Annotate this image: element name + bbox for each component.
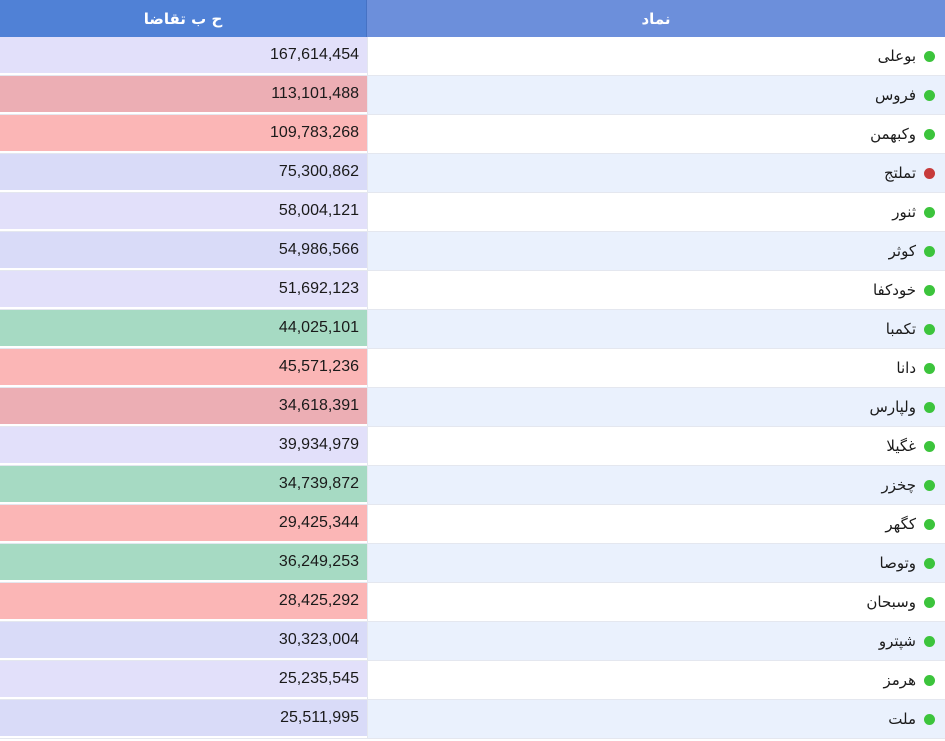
symbol-label: خودکفا bbox=[872, 281, 916, 299]
table-row[interactable]: تملتج 75,300,862 bbox=[0, 154, 945, 193]
demand-value-cell: 28,425,292 bbox=[0, 583, 367, 621]
demand-value-cell: 54,986,566 bbox=[0, 232, 367, 270]
demand-value-cell: 167,614,454 bbox=[0, 37, 367, 75]
symbol-cell[interactable]: چخزر bbox=[367, 466, 945, 504]
symbol-label: تکمبا bbox=[885, 320, 916, 338]
table-row[interactable]: شپترو 30,323,004 bbox=[0, 622, 945, 661]
table-row[interactable]: ولپارس 34,618,391 bbox=[0, 388, 945, 427]
symbol-cell[interactable]: دانا bbox=[367, 349, 945, 387]
symbol-cell[interactable]: شپترو bbox=[367, 622, 945, 660]
symbol-label: وسبحان bbox=[866, 593, 916, 611]
symbol-cell[interactable]: تکمبا bbox=[367, 310, 945, 348]
column-header-demand-volume[interactable]: ح ب تقاضا bbox=[0, 0, 367, 37]
symbol-label: شپترو bbox=[878, 632, 916, 650]
symbol-label: وکبهمن bbox=[870, 125, 916, 143]
demand-value-cell: 34,618,391 bbox=[0, 388, 367, 426]
symbol-label: تملتج bbox=[883, 164, 916, 182]
green-status-dot-icon bbox=[924, 50, 935, 62]
green-status-dot-icon bbox=[924, 713, 935, 725]
symbol-label: وتوصا bbox=[879, 554, 916, 572]
demand-value-cell: 30,323,004 bbox=[0, 622, 367, 660]
demand-value-cell: 58,004,121 bbox=[0, 193, 367, 231]
demand-value-cell: 109,783,268 bbox=[0, 115, 367, 153]
green-status-dot-icon bbox=[924, 245, 935, 257]
green-status-dot-icon bbox=[924, 401, 935, 413]
green-status-dot-icon bbox=[924, 284, 935, 296]
symbol-label: ملت bbox=[888, 710, 916, 728]
red-status-dot-icon bbox=[924, 167, 935, 179]
demand-value-cell: 51,692,123 bbox=[0, 271, 367, 309]
symbol-label: دانا bbox=[896, 359, 916, 377]
green-status-dot-icon bbox=[924, 362, 935, 374]
green-status-dot-icon bbox=[924, 479, 935, 491]
table-row[interactable]: وکبهمن 109,783,268 bbox=[0, 115, 945, 154]
column-header-symbol[interactable]: نماد bbox=[367, 0, 945, 37]
symbol-label: فروس bbox=[874, 86, 916, 104]
symbol-cell[interactable]: فروس bbox=[367, 76, 945, 114]
demand-value-cell: 75,300,862 bbox=[0, 154, 367, 192]
table-body: بوعلی 167,614,454 فروس 113,101,488 وکبهمن 109… bbox=[0, 37, 945, 739]
green-status-dot-icon bbox=[924, 206, 935, 218]
symbol-cell[interactable]: وتوصا bbox=[367, 544, 945, 582]
symbol-cell[interactable]: ثنور bbox=[367, 193, 945, 231]
symbol-cell[interactable]: غگیلا bbox=[367, 427, 945, 465]
table-row[interactable]: خودکفا 51,692,123 bbox=[0, 271, 945, 310]
green-status-dot-icon bbox=[924, 323, 935, 335]
table-row[interactable]: وتوصا 36,249,253 bbox=[0, 544, 945, 583]
green-status-dot-icon bbox=[924, 635, 935, 647]
demand-value-cell: 44,025,101 bbox=[0, 310, 367, 348]
green-status-dot-icon bbox=[924, 557, 935, 569]
symbol-cell[interactable]: خودکفا bbox=[367, 271, 945, 309]
table-row[interactable]: تکمبا 44,025,101 bbox=[0, 310, 945, 349]
table-row[interactable]: چخزر 34,739,872 bbox=[0, 466, 945, 505]
symbol-cell[interactable]: کوثر bbox=[367, 232, 945, 270]
symbol-cell[interactable]: وکبهمن bbox=[367, 115, 945, 153]
green-status-dot-icon bbox=[924, 89, 935, 101]
demand-value-cell: 113,101,488 bbox=[0, 76, 367, 114]
symbol-label: ولپارس bbox=[869, 398, 916, 416]
symbol-label: غگیلا bbox=[886, 437, 916, 455]
table-row[interactable]: وسبحان 28,425,292 bbox=[0, 583, 945, 622]
table-row[interactable]: ملت 25,511,995 bbox=[0, 700, 945, 739]
table-row[interactable]: غگیلا 39,934,979 bbox=[0, 427, 945, 466]
table-row[interactable]: فروس 113,101,488 bbox=[0, 76, 945, 115]
symbol-cell[interactable]: ملت bbox=[367, 700, 945, 738]
demand-value-cell: 29,425,344 bbox=[0, 505, 367, 543]
table-row[interactable]: کوثر 54,986,566 bbox=[0, 232, 945, 271]
demand-value-cell: 34,739,872 bbox=[0, 466, 367, 504]
symbol-label: هرمز bbox=[883, 671, 917, 689]
green-status-dot-icon bbox=[924, 128, 935, 140]
symbol-label: چخزر bbox=[881, 476, 916, 494]
green-status-dot-icon bbox=[924, 440, 935, 452]
symbol-cell[interactable]: تملتج bbox=[367, 154, 945, 192]
demand-value-cell: 45,571,236 bbox=[0, 349, 367, 387]
symbol-label: ثنور bbox=[892, 203, 916, 221]
symbol-cell[interactable]: ولپارس bbox=[367, 388, 945, 426]
symbol-cell[interactable]: کگهر bbox=[367, 505, 945, 543]
table-row[interactable]: کگهر 29,425,344 bbox=[0, 505, 945, 544]
table-row[interactable]: ثنور 58,004,121 bbox=[0, 193, 945, 232]
table-row[interactable]: دانا 45,571,236 bbox=[0, 349, 945, 388]
green-status-dot-icon bbox=[924, 518, 935, 530]
symbol-label: بوعلی bbox=[877, 47, 916, 65]
green-status-dot-icon bbox=[924, 596, 935, 608]
symbol-cell[interactable]: وسبحان bbox=[367, 583, 945, 621]
symbol-cell[interactable]: هرمز bbox=[367, 661, 945, 699]
symbol-label: کگهر bbox=[885, 515, 916, 533]
demand-value-cell: 25,511,995 bbox=[0, 700, 367, 738]
table-row[interactable]: بوعلی 167,614,454 bbox=[0, 37, 945, 76]
demand-value-cell: 36,249,253 bbox=[0, 544, 367, 582]
table-header: نماد ح ب تقاضا bbox=[0, 0, 945, 37]
symbol-cell[interactable]: بوعلی bbox=[367, 37, 945, 75]
table-row[interactable]: هرمز 25,235,545 bbox=[0, 661, 945, 700]
demand-value-cell: 39,934,979 bbox=[0, 427, 367, 465]
demand-value-cell: 25,235,545 bbox=[0, 661, 367, 699]
symbol-label: کوثر bbox=[888, 242, 916, 260]
green-status-dot-icon bbox=[924, 674, 935, 686]
